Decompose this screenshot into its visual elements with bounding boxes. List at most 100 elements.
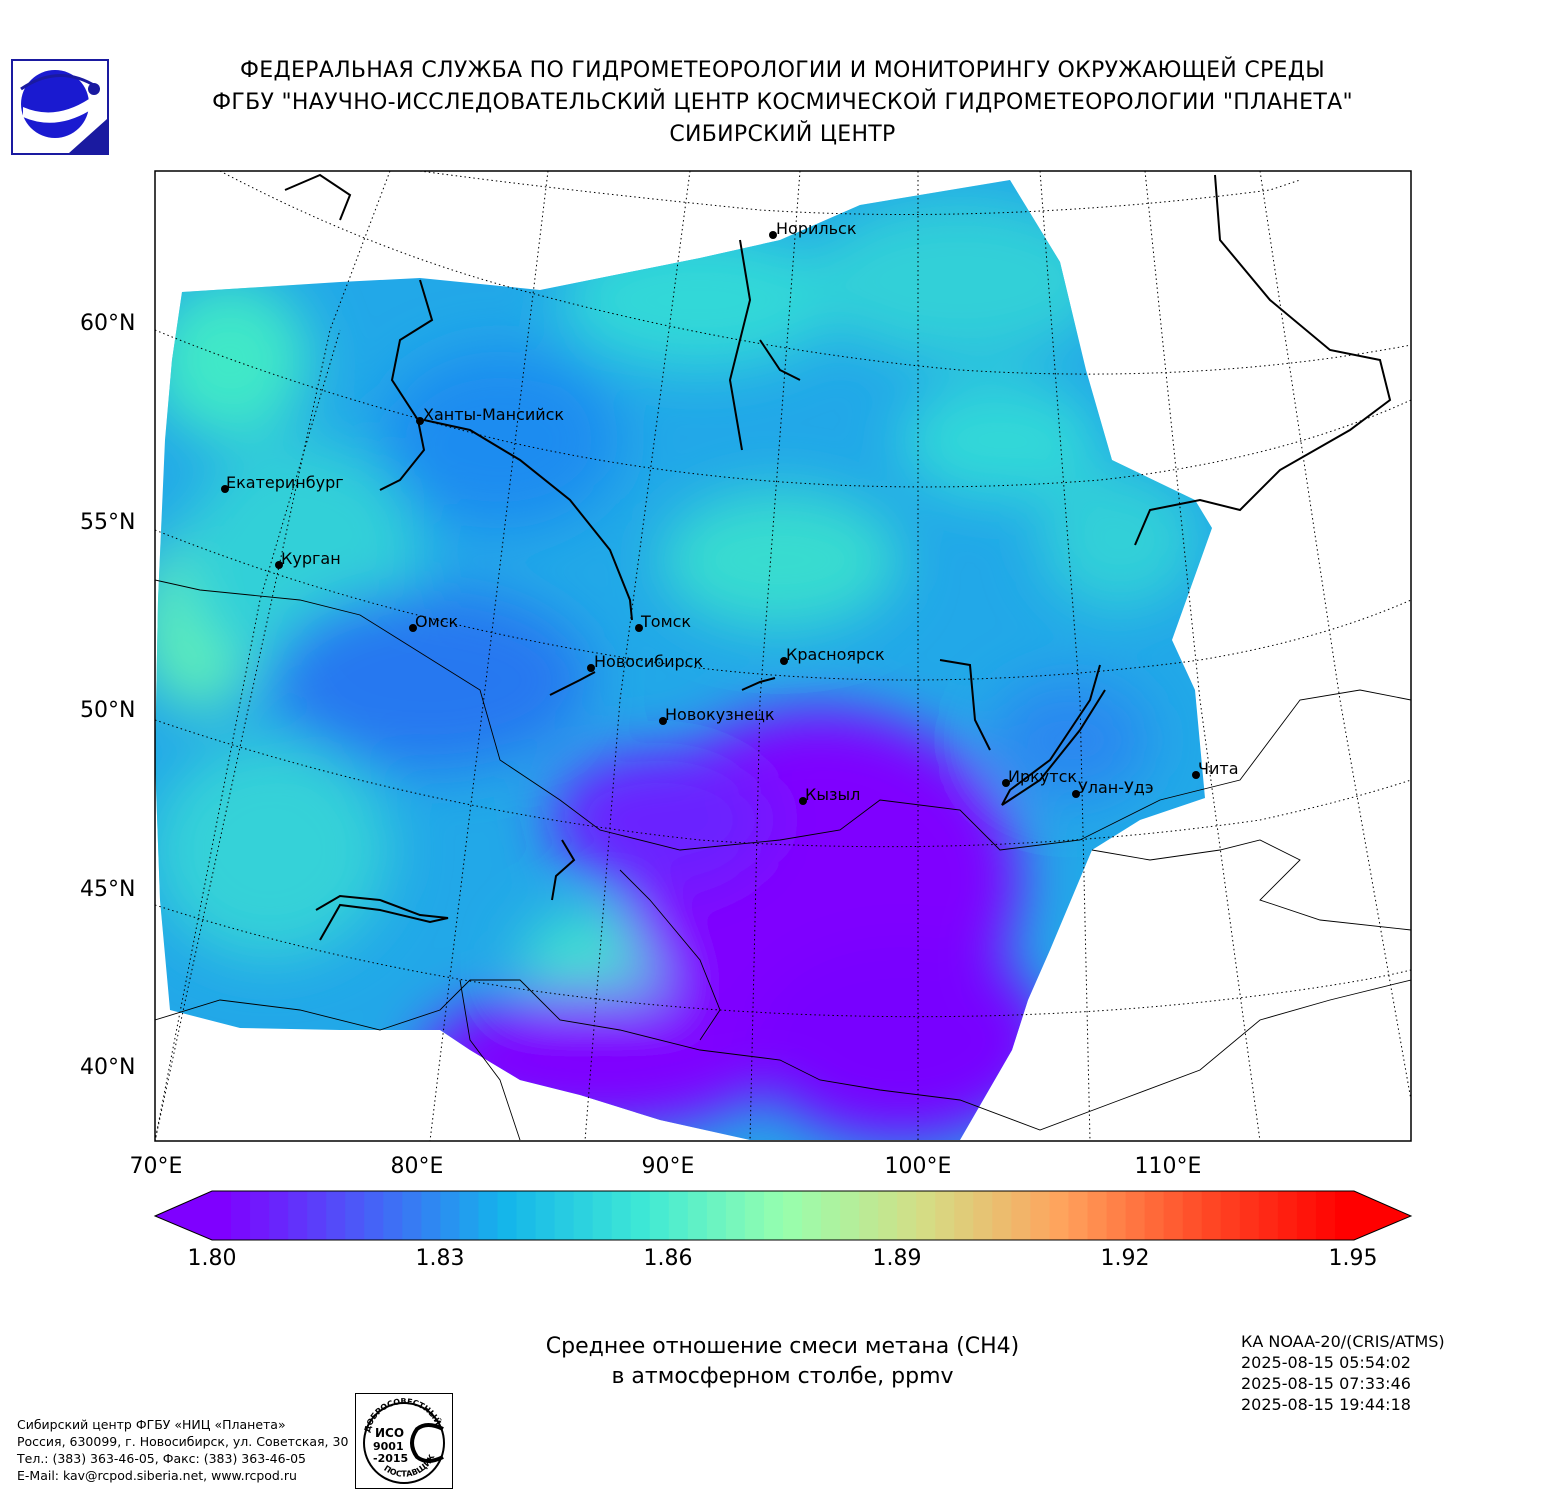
city-label-novokuznetsk: Новокузнецк: [665, 705, 775, 724]
colorbar-cell: [1030, 1191, 1051, 1240]
colorbar-cell: [307, 1191, 327, 1240]
header-line-3: СИБИРСКИЙ ЦЕНТР: [669, 122, 896, 147]
lon-label-100: 100°E: [884, 1154, 952, 1179]
colorbar-cell: [288, 1191, 308, 1240]
colorbar-cell: [535, 1191, 556, 1240]
city-label-norilsk: Норильск: [776, 219, 857, 238]
footer-org: Сибирский центр ФГБУ «НИЦ «Планета»: [17, 1417, 286, 1432]
colorbar-cell: [478, 1191, 499, 1240]
city-label-tomsk: Томск: [640, 612, 691, 631]
colorbar-cell: [1277, 1191, 1298, 1240]
city-label-irkutsk: Иркутск: [1008, 767, 1077, 786]
iso-badge: ДОБРОСОВЕСТНЫЙ ПОСТАВЩИК ИСО 9001 -2015: [355, 1393, 453, 1489]
city-label-kurgan: Курган: [281, 549, 341, 568]
colorbar-cell: [440, 1191, 461, 1240]
colorbar-cell: [231, 1191, 251, 1240]
colorbar-tick-1: 1.80: [187, 1246, 237, 1271]
pass-time-2: 2025-08-15 07:33:46: [1241, 1374, 1411, 1393]
footer-address: Россия, 630099, г. Новосибирск, ул. Сове…: [17, 1434, 349, 1449]
header-line-1: ФЕДЕРАЛЬНАЯ СЛУЖБА ПО ГИДРОМЕТЕОРОЛОГИИ …: [240, 58, 1325, 83]
iso-l2: 9001: [373, 1440, 404, 1453]
colorbar-cell: [592, 1191, 613, 1240]
lat-label-40: 40°N: [80, 1055, 136, 1080]
lon-label-110: 110°E: [1134, 1154, 1202, 1179]
city-label-yekaterinburg: Екатеринбург: [226, 473, 344, 492]
colorbar-tick-3: 1.86: [643, 1246, 693, 1271]
city-markers: Норильск Ханты-Мансийск Екатеринбург Кур…: [221, 219, 1239, 805]
colorbar-extend-min: [155, 1191, 212, 1240]
city-label-omsk: Омск: [415, 612, 458, 631]
colorbar-tick-4: 1.89: [872, 1246, 922, 1271]
colorbar-cell: [1144, 1191, 1165, 1240]
colorbar-cell: [326, 1191, 346, 1240]
city-label-kyzyl: Кызыл: [805, 785, 860, 804]
colorbar-tick-5: 1.92: [1100, 1246, 1150, 1271]
colorbar-cell: [516, 1191, 537, 1240]
planeta-logo: [11, 59, 109, 155]
colorbar-cell: [459, 1191, 480, 1240]
colorbar-cell: [364, 1191, 384, 1240]
colorbar-cell: [421, 1191, 441, 1240]
colorbar-cell: [250, 1191, 270, 1240]
map-frame: [154, 170, 1412, 1142]
colorbar-cell: [763, 1191, 784, 1240]
borders: [155, 579, 1411, 1141]
footer-phone: Тел.: (383) 363-46-05, Факс: (383) 363-4…: [17, 1451, 307, 1466]
colorbar-cell: [916, 1191, 936, 1240]
map-caption-line-1: Среднее отношение смеси метана (CH4): [545, 1334, 1020, 1359]
colorbar-cells: [155, 1191, 1411, 1240]
colorbar-cell: [649, 1191, 670, 1240]
pass-time-1: 2025-08-15 05:54:02: [1241, 1353, 1411, 1372]
city-label-ulan-ude: Улан-Удэ: [1078, 778, 1154, 797]
colorbar-cell: [1258, 1191, 1279, 1240]
colorbar-cell: [1106, 1191, 1127, 1240]
colorbar-outline: [153, 1190, 1413, 1241]
colorbar-cell: [687, 1191, 708, 1240]
iso-l1: ИСО: [375, 1426, 404, 1440]
colorbar-cell: [725, 1191, 746, 1240]
colorbar-cell: [573, 1191, 594, 1240]
city-label-krasnoyarsk: Красноярск: [786, 645, 885, 664]
colorbar-cell: [1315, 1191, 1336, 1240]
graticule: [155, 171, 1411, 1141]
colorbar-cell: [611, 1191, 632, 1240]
colorbar-cell: [973, 1191, 993, 1240]
colorbar-cell: [1049, 1191, 1070, 1240]
satellite-name: КА NOAA-20/(CRIS/ATMS): [1241, 1332, 1445, 1351]
lat-label-60: 60°N: [80, 311, 136, 336]
colorbar-cell: [1334, 1191, 1355, 1240]
colorbar-cell: [840, 1191, 860, 1240]
colorbar-cell: [859, 1191, 879, 1240]
header-line-2: ФГБУ "НАУЧНО-ИССЛЕДОВАТЕЛЬСКИЙ ЦЕНТР КОС…: [212, 90, 1353, 115]
colorbar-cell: [1220, 1191, 1241, 1240]
city-label-novosibirsk: Новосибирск: [594, 652, 703, 671]
colorbar-cell: [1011, 1191, 1032, 1240]
city-label-khanty-mansiysk: Ханты-Мансийск: [423, 405, 564, 424]
colorbar-cell: [897, 1191, 917, 1240]
colorbar-cell: [345, 1191, 365, 1240]
colorbar-cell: [554, 1191, 575, 1240]
colorbar-cell: [1296, 1191, 1317, 1240]
footer-email: E-Mail: kav@rcpod.siberia.net, www.rcpod…: [17, 1468, 297, 1483]
colorbar-tick-6: 1.95: [1328, 1246, 1378, 1271]
colorbar-cell: [630, 1191, 651, 1240]
colorbar-cell: [1201, 1191, 1222, 1240]
colorbar-cell: [954, 1191, 974, 1240]
colorbar-cell: [1163, 1191, 1184, 1240]
city-label-chita: Чита: [1198, 759, 1239, 778]
colorbar-cell: [802, 1191, 822, 1240]
colorbar-cell: [992, 1191, 1012, 1240]
colorbar-cell: [212, 1191, 232, 1240]
lon-label-80: 80°E: [390, 1154, 444, 1179]
colorbar-cell: [706, 1191, 727, 1240]
colorbar-cell: [497, 1191, 518, 1240]
colorbar-cell: [821, 1191, 841, 1240]
colorbar-cell: [1182, 1191, 1203, 1240]
colorbar-cell: [402, 1191, 422, 1240]
colorbar-cell: [744, 1191, 765, 1240]
lat-label-50: 50°N: [80, 698, 136, 723]
lat-label-45: 45°N: [80, 877, 136, 902]
colorbar-cell: [668, 1191, 689, 1240]
colorbar-cell: [878, 1191, 898, 1240]
colorbar: [153, 1190, 1413, 1241]
